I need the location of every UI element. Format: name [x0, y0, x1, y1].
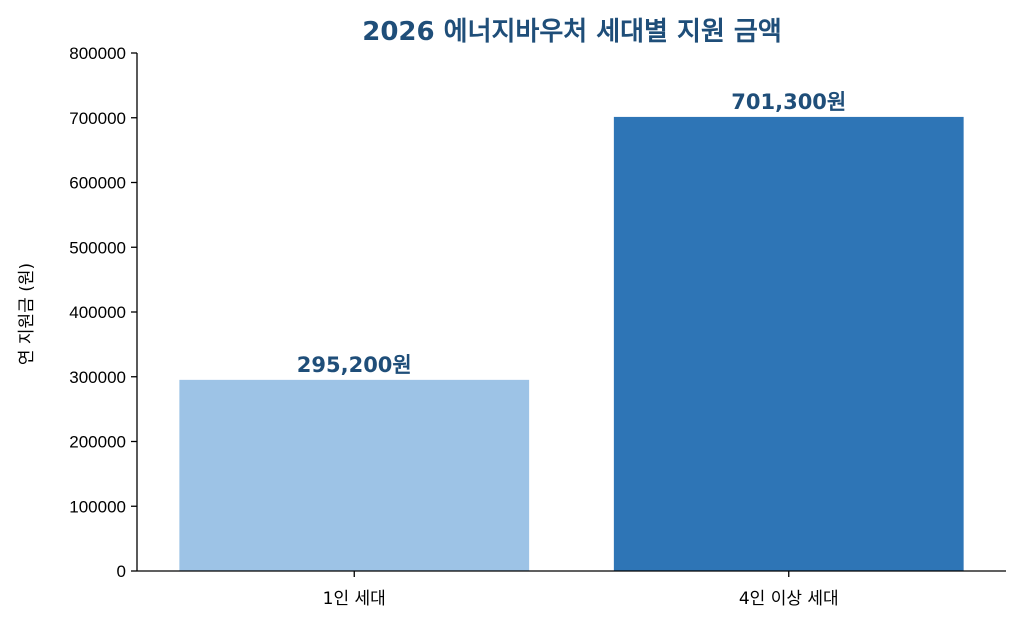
y-tick-label: 100000 — [69, 497, 126, 516]
y-tick-label: 600000 — [69, 174, 126, 193]
data-labels: 295,200원 701,300원 — [297, 90, 846, 377]
x-tick-label: 4인 이상 세대 — [739, 589, 839, 609]
x-tick-label: 1인 세대 — [323, 589, 386, 609]
data-label: 295,200원 — [297, 353, 412, 377]
y-axis-label: 연 지원금 (원) — [17, 263, 37, 365]
bar — [179, 379, 530, 571]
y-tick-label: 400000 — [69, 303, 126, 322]
chart-title: 2026 에너지바우처 세대별 지원 금액 — [362, 17, 782, 47]
y-tick-label: 700000 — [69, 109, 126, 128]
data-label: 701,300원 — [731, 90, 846, 114]
bars — [179, 116, 964, 571]
y-axis-ticks: 0 100000 200000 300000 400000 500000 600000 700… — [69, 44, 137, 581]
y-tick-label: 0 — [117, 562, 126, 581]
y-tick-label: 500000 — [69, 238, 126, 257]
bar — [613, 116, 964, 571]
y-tick-label: 200000 — [69, 433, 126, 452]
x-axis-ticks: 1인 세대 4인 이상 세대 — [323, 571, 839, 609]
y-tick-label: 800000 — [69, 44, 126, 63]
y-tick-label: 300000 — [69, 368, 126, 387]
